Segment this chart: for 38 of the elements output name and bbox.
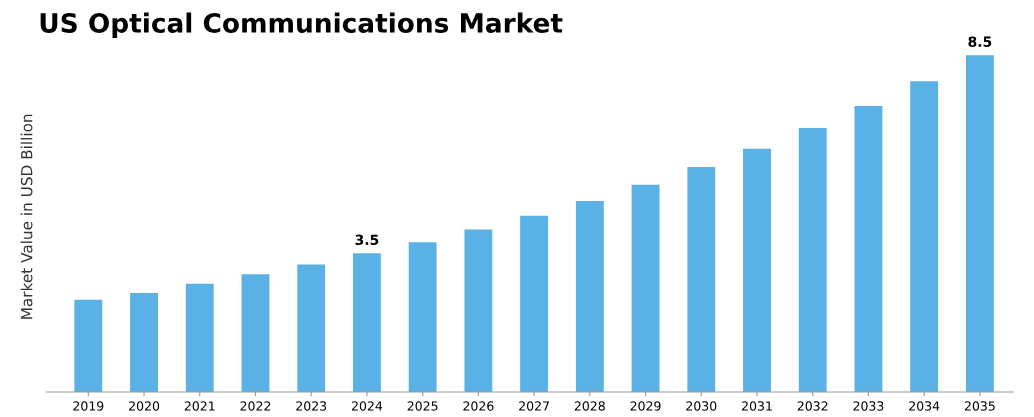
x-tick-label: 2020 [129,401,160,411]
x-tick-label: 2027 [519,401,549,411]
bar [631,184,660,392]
bar [185,283,214,392]
bar [464,229,493,392]
bar [910,81,939,392]
bar [798,128,827,392]
bar [74,299,103,392]
x-tick-label: 2032 [797,401,828,411]
x-tick-label: 2021 [184,401,215,411]
x-tick-label: 2026 [463,401,494,411]
x-tick-label: 2030 [686,401,717,411]
bar [743,148,771,392]
chart-title: US Optical Communications Market [40,12,563,39]
x-tick-label: 2025 [407,401,438,411]
bar [408,242,437,392]
y-axis-title: Market Value in USD Billion [20,114,33,319]
bar [854,105,883,392]
x-tick-label: 2034 [909,401,940,411]
x-tick-label: 2028 [574,401,605,411]
x-tick-label: 2023 [296,401,327,411]
bar [575,200,604,392]
x-tick-label: 2035 [964,401,995,411]
x-tick-label: 2029 [630,401,661,411]
bar [687,166,716,392]
bar [965,55,994,392]
bar [130,292,158,392]
bar [297,264,326,392]
x-tick-label: 2022 [240,401,271,411]
data-label: 8.5 [968,36,992,47]
x-tick-label: 2024 [351,401,383,411]
data-label: 3.5 [355,234,379,246]
x-tick-label: 2033 [853,401,884,411]
bar [520,215,549,392]
bar [241,274,270,392]
x-tick-label: 2019 [73,401,104,411]
x-tick-label: 2031 [742,401,772,411]
bar [353,253,381,392]
